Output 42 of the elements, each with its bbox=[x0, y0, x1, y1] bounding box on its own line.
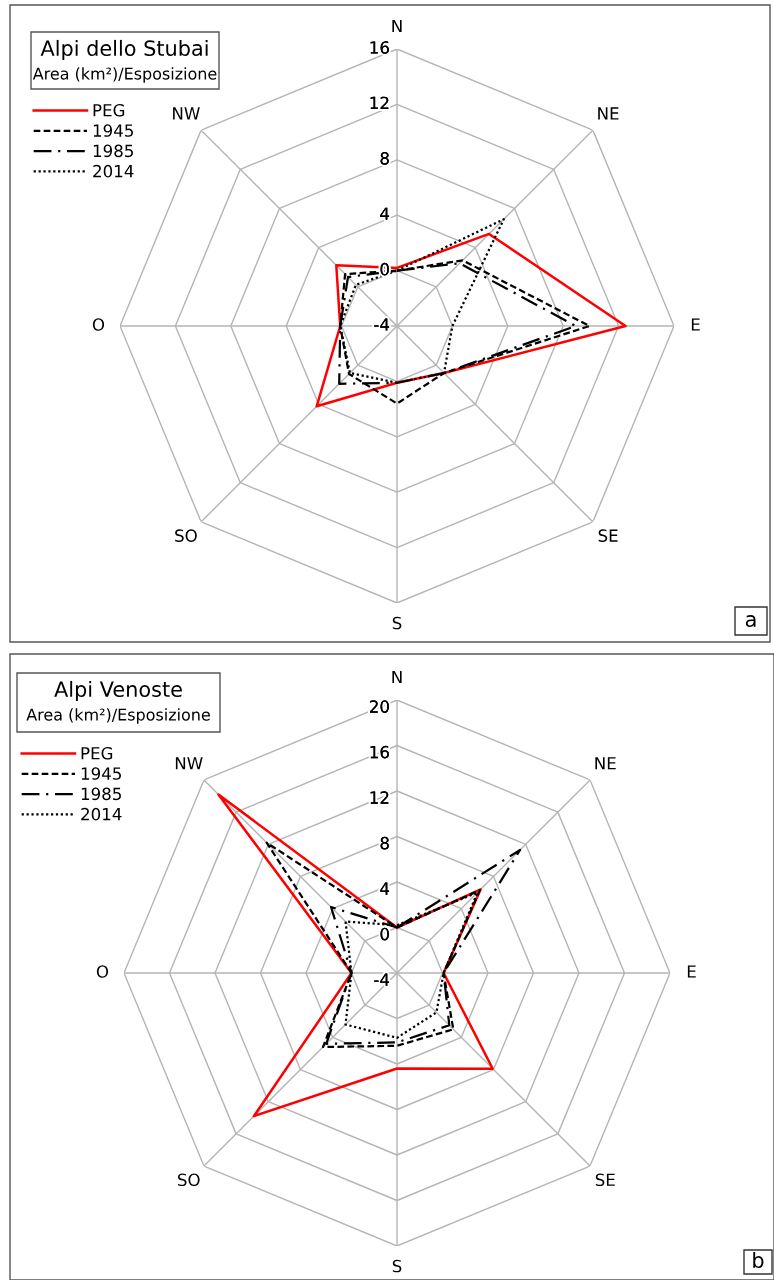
spoke-label: N bbox=[392, 670, 402, 684]
legend-label: 1945 bbox=[81, 767, 121, 780]
spoke-label: S bbox=[392, 616, 402, 630]
y-tick-label: -4 bbox=[374, 973, 390, 986]
spoke-label: E bbox=[691, 318, 700, 331]
text: Area (km²)/Esposizione bbox=[32, 67, 217, 83]
text: Alpi dello Stubai bbox=[40, 39, 208, 61]
chart-title: Alpi Venoste bbox=[54, 680, 182, 702]
spoke-label: NW bbox=[173, 107, 200, 120]
y-tick-label: 4 bbox=[380, 882, 390, 895]
y-tick-label: -4 bbox=[374, 318, 390, 331]
y-tick-label: 12 bbox=[370, 791, 389, 804]
legend-label: 1985 bbox=[81, 787, 121, 801]
y-tick-label: 20 bbox=[370, 700, 389, 713]
legend-label: 2014 bbox=[93, 164, 134, 178]
spoke-label: E bbox=[687, 965, 696, 978]
spoke-label: NE bbox=[595, 757, 616, 770]
y-tick-label: 8 bbox=[380, 152, 389, 165]
spoke-label: O bbox=[96, 965, 109, 978]
legend-label: 2014 bbox=[81, 807, 122, 821]
spoke-label: O bbox=[92, 318, 105, 331]
legend-label: 1945 bbox=[93, 124, 133, 137]
text: b bbox=[753, 1251, 764, 1269]
y-tick-label: 12 bbox=[370, 96, 389, 109]
spoke-label: SO bbox=[177, 1173, 200, 1187]
y-tick-label: 4 bbox=[380, 207, 390, 220]
y-tick-label: 0 bbox=[380, 927, 389, 941]
y-tick-label: 16 bbox=[370, 745, 389, 759]
text: Area (km²)/Esposizione bbox=[26, 708, 210, 724]
text: a bbox=[745, 615, 756, 628]
spoke-label: SO bbox=[175, 529, 197, 542]
spoke-label: S bbox=[392, 1259, 402, 1273]
spoke-label: SE bbox=[598, 529, 618, 542]
spoke-label: SE bbox=[595, 1173, 615, 1187]
spoke-label: NW bbox=[175, 757, 203, 770]
legend-label: 1985 bbox=[93, 144, 133, 158]
spoke-label: N bbox=[392, 19, 402, 33]
y-tick-label: 16 bbox=[370, 41, 389, 54]
legend-label: PEG bbox=[93, 103, 125, 117]
legend-label: PEG bbox=[81, 746, 113, 760]
y-tick-label: 8 bbox=[380, 836, 389, 850]
spoke-label: NE bbox=[598, 107, 619, 120]
